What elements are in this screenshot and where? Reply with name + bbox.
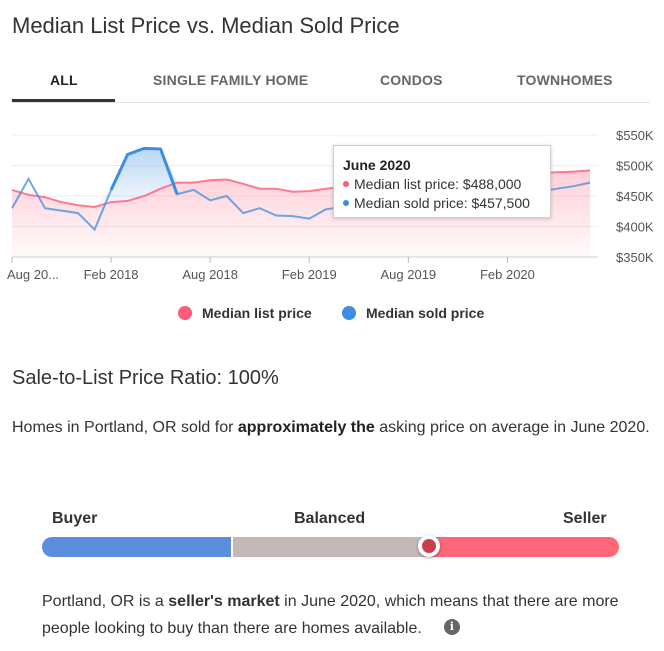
y-tick-label: $350K [616, 250, 654, 265]
tab-townhomes[interactable]: TOWNHOMES [517, 72, 613, 88]
market-indicator-dot [421, 539, 436, 553]
tooltip-list-row: Median list price: $488,000 [343, 175, 541, 194]
legend-sold-price-label: Median sold price [366, 305, 485, 321]
tab-bar: ALL SINGLE FAMILY HOME CONDOS TOWNHOMES [12, 62, 650, 103]
sold-price-area [94, 148, 194, 207]
sold-price-dot-icon [343, 200, 349, 207]
balanced-segment [233, 537, 431, 557]
buyer-segment [42, 537, 231, 557]
y-tick-label: $450K [616, 189, 654, 204]
y-tick-label: $550K [616, 128, 654, 143]
balanced-label: Balanced [294, 510, 366, 527]
list-price-legend-icon [178, 306, 192, 321]
ratio-text-pre: Homes in Portland, OR sold for [12, 419, 238, 436]
sold-price-legend-icon [342, 306, 356, 321]
tab-all[interactable]: ALL [50, 72, 78, 88]
ratio-description: Homes in Portland, OR sold for approxima… [12, 414, 657, 441]
ratio-text-bold: approximately the [237, 419, 375, 436]
tab-condos[interactable]: CONDOS [380, 72, 443, 88]
tooltip-sold-price: Median sold price: $457,500 [354, 195, 530, 211]
buyer-label: Buyer [52, 510, 98, 527]
x-tick-label: Aug 2019 [381, 267, 437, 282]
tab-single-family-home[interactable]: SINGLE FAMILY HOME [153, 72, 309, 88]
tooltip-title: June 2020 [343, 157, 411, 173]
chart-tooltip: June 2020 Median list price: $488,000 Me… [333, 145, 551, 218]
seller-segment [431, 537, 619, 557]
tooltip-sold-row: Median sold price: $457,500 [343, 194, 541, 213]
ratio-title: Sale-to-List Price Ratio: 100% [12, 367, 279, 389]
x-tick-label: Feb 2020 [480, 267, 535, 282]
market-text-pre: Portland, OR is a [42, 593, 169, 610]
price-chart: $550K $500K $450K $400K $350K Aug 20... Feb 2… [7, 128, 654, 282]
y-tick-label: $400K [616, 220, 654, 235]
market-text-bold: seller's market [168, 593, 280, 610]
active-tab-indicator [12, 99, 115, 102]
seller-label: Seller [563, 510, 607, 527]
x-tick-label: Feb 2019 [282, 267, 337, 282]
market-text-post: in June 2020, which means that there are… [42, 593, 619, 637]
page-title: Median List Price vs. Median Sold Price [12, 13, 400, 38]
market-description: Portland, OR is a seller's market in Jun… [42, 588, 632, 642]
list-price-dot-icon [343, 181, 349, 188]
legend-sold-price[interactable]: Median sold price [342, 305, 484, 321]
market-indicator-knob [417, 535, 440, 557]
y-tick-label: $500K [616, 159, 654, 174]
ratio-text-post: asking price on average in June 2020. [374, 419, 650, 436]
x-tick-label: Aug 2018 [182, 267, 238, 282]
x-tick-label: Aug 20... [7, 267, 59, 282]
tooltip-list-price: Median list price: $488,000 [354, 176, 522, 192]
x-tick-label: Feb 2018 [84, 267, 139, 282]
legend-list-price[interactable]: Median list price [178, 305, 312, 321]
legend-list-price-label: Median list price [202, 305, 312, 321]
sold-price-highlight [109, 146, 179, 195]
info-icon[interactable]: i [443, 618, 460, 635]
